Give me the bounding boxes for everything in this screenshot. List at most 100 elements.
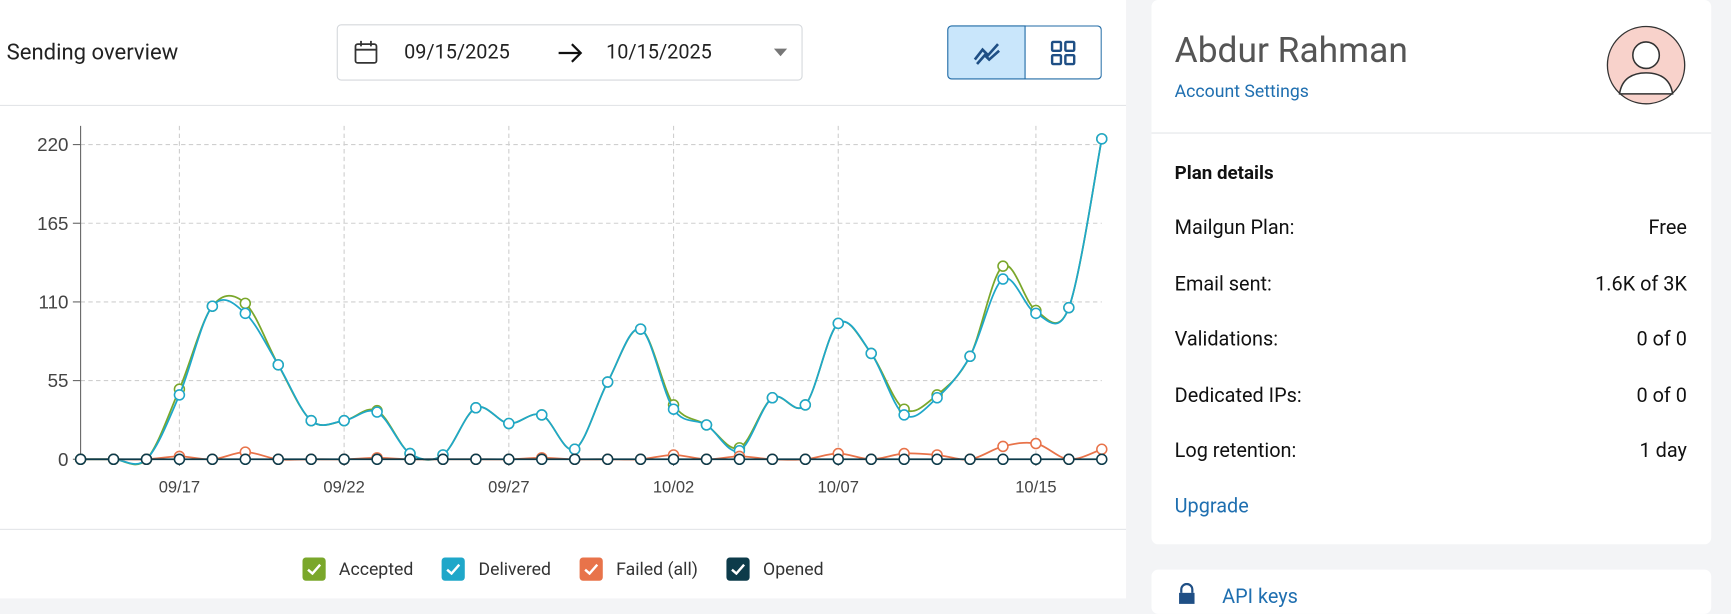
point — [964, 453, 976, 466]
point — [74, 453, 87, 466]
x-tick-label: 10/02 — [653, 477, 694, 496]
arrow-icon — [558, 43, 583, 63]
point — [898, 409, 910, 421]
divider — [0, 528, 1127, 530]
point — [272, 359, 284, 371]
series — [74, 133, 1108, 466]
x-tick-label: 09/17 — [159, 477, 200, 496]
plan-label: Dedicated IPs: — [1174, 383, 1302, 407]
series — [74, 453, 1108, 466]
dropdown-caret — [773, 48, 788, 57]
point — [634, 323, 647, 335]
calendar-icon — [354, 40, 378, 64]
point — [206, 300, 219, 312]
chart: 0 55 110 165 220 09/17 09/22 09/27 10/02 10/07 10/… — [37, 125, 1108, 496]
account-card: Abdur Rahman Account Settings Plan detai… — [1151, 0, 1712, 545]
point — [865, 347, 877, 360]
point — [536, 409, 548, 421]
point — [832, 317, 844, 330]
grid-icon — [1050, 40, 1076, 66]
point — [470, 453, 482, 466]
line — [80, 441, 1103, 461]
check-icon — [731, 563, 746, 575]
point — [140, 453, 153, 466]
point — [1096, 133, 1108, 145]
point — [568, 453, 581, 466]
point — [766, 392, 779, 404]
plan-label: Email sent: — [1174, 272, 1272, 296]
point — [568, 443, 581, 455]
point — [865, 453, 877, 466]
x-tick-label: 10/07 — [818, 477, 859, 496]
check-icon — [584, 563, 599, 575]
plan-label: Validations: — [1174, 327, 1279, 352]
point — [733, 453, 746, 466]
point — [272, 453, 284, 466]
point — [997, 440, 1009, 453]
point — [404, 453, 416, 466]
point — [173, 389, 186, 401]
legend-checkbox[interactable] — [726, 556, 750, 581]
plan-value: Free — [1648, 216, 1687, 240]
point — [305, 453, 317, 466]
plan-value: 0 of 0 — [1636, 383, 1687, 407]
point — [634, 453, 647, 466]
legend-item[interactable]: Opened — [726, 552, 824, 585]
point — [503, 417, 515, 430]
line-view-toggle[interactable] — [947, 25, 1026, 80]
plan-title: Plan details — [1174, 162, 1274, 185]
y-tick-label: 165 — [37, 213, 68, 234]
point — [898, 453, 910, 466]
upgrade-link[interactable]: Upgrade — [1174, 494, 1249, 518]
legend-item[interactable]: Delivered — [442, 552, 551, 585]
lock-icon — [1179, 582, 1195, 604]
grid-view-toggle[interactable] — [1024, 25, 1102, 80]
divider — [0, 104, 1127, 106]
date-picker[interactable]: 09/15/2025 10/15/2025 — [336, 24, 803, 81]
line-icon — [973, 43, 1001, 65]
point — [1063, 301, 1075, 314]
point — [107, 453, 120, 466]
date-start: 09/15/2025 — [404, 40, 510, 65]
legend-label: Failed (all) — [616, 558, 698, 580]
api-keys-card: API keys — [1151, 569, 1712, 614]
plan-value: 1.6K of 3K — [1595, 272, 1687, 296]
legend-label: Accepted — [338, 558, 414, 580]
legend-label: Delivered — [478, 558, 551, 580]
panel-title: Sending overview — [6, 38, 179, 66]
point — [536, 453, 548, 466]
user-name: Abdur Rahman — [1174, 28, 1408, 71]
legend-item[interactable]: Failed (all) — [579, 552, 698, 585]
point — [667, 403, 680, 415]
point — [206, 453, 219, 466]
point — [931, 453, 943, 466]
legend-checkbox[interactable] — [579, 556, 603, 581]
y-tick-label: 55 — [48, 370, 69, 391]
legend-checkbox[interactable] — [442, 556, 466, 581]
legend-label: Opened — [763, 558, 824, 580]
point — [700, 453, 713, 466]
point — [1030, 437, 1042, 450]
point — [832, 453, 844, 466]
plan-label: Log retention: — [1174, 439, 1297, 463]
legend: Accepted Delivered Failed (all) Opened — [0, 552, 1126, 585]
point — [1063, 453, 1075, 466]
point — [503, 453, 515, 466]
point — [470, 402, 482, 414]
check-icon — [446, 563, 461, 575]
point — [371, 453, 383, 466]
point — [1096, 453, 1108, 466]
legend-item[interactable]: Accepted — [302, 552, 413, 585]
point — [1030, 453, 1042, 466]
check-icon — [307, 563, 322, 575]
legend-checkbox[interactable] — [302, 556, 326, 581]
api-keys-link[interactable]: API keys — [1222, 585, 1298, 609]
date-end: 10/15/2025 — [606, 40, 712, 65]
point — [239, 307, 252, 320]
point — [997, 453, 1009, 466]
account-settings-link[interactable]: Account Settings — [1174, 80, 1309, 102]
point — [173, 453, 186, 466]
plan-value: 0 of 0 — [1636, 327, 1687, 352]
point — [601, 376, 614, 388]
